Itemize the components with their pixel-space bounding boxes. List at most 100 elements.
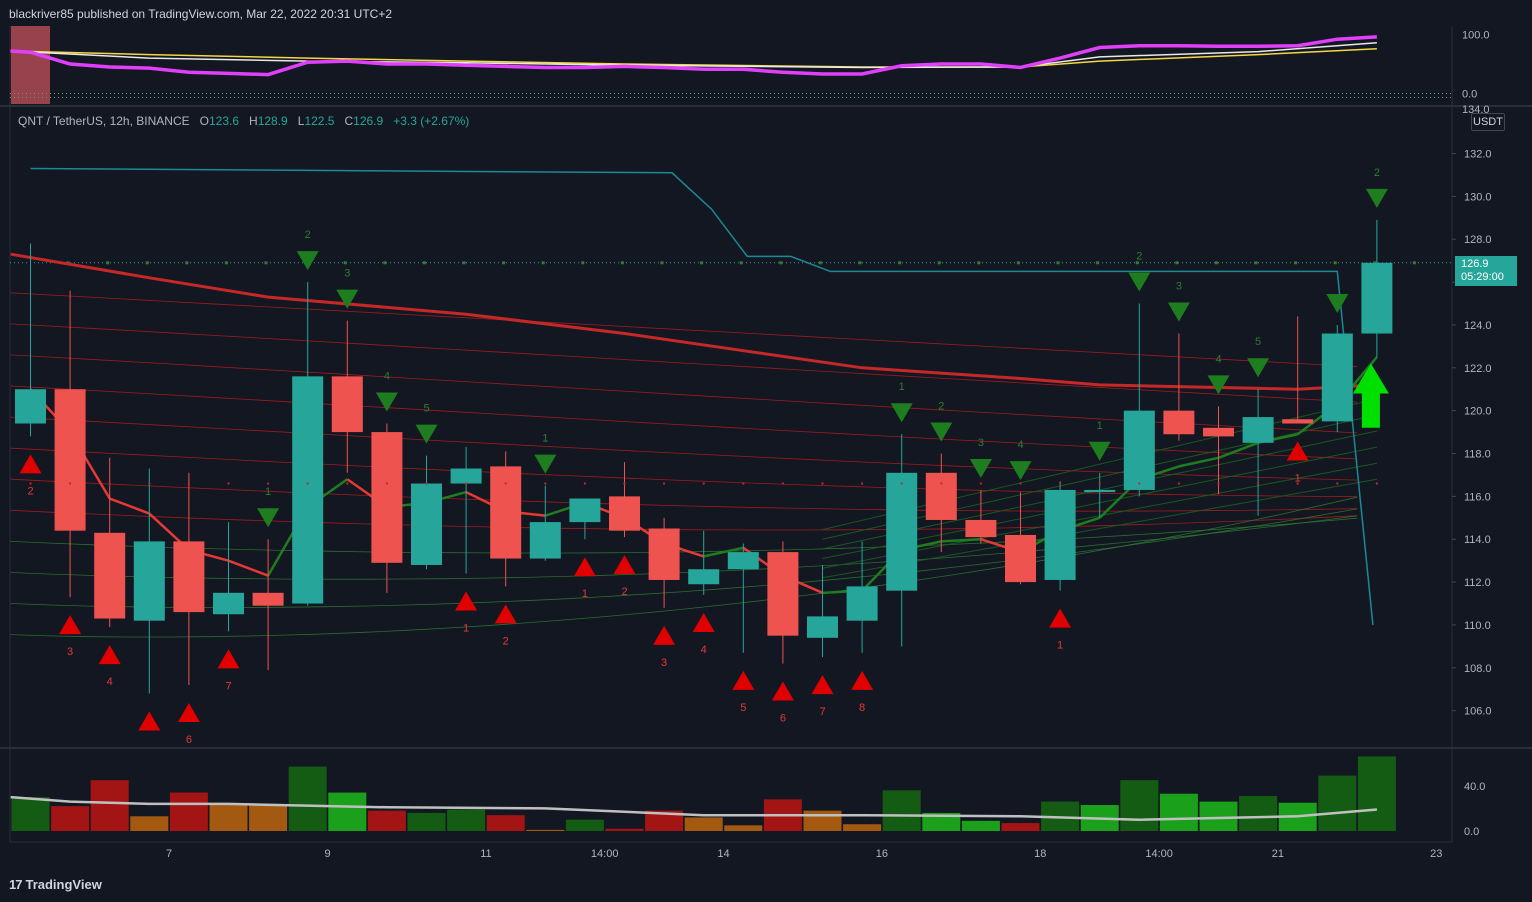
candle	[490, 451, 522, 587]
candle-body	[965, 519, 997, 538]
fast-ma-segment	[941, 537, 981, 543]
time-tick-label: 16	[876, 848, 888, 860]
buy-signal-count: 6	[780, 713, 786, 725]
candle	[94, 457, 126, 628]
buy-signal-triangle	[732, 670, 755, 690]
volume-bar	[1001, 823, 1040, 831]
marker-dot	[385, 482, 388, 485]
price-tick-label: 110.0	[1464, 620, 1491, 632]
candle	[1361, 219, 1393, 358]
top-dot	[779, 261, 783, 265]
candle-body	[490, 466, 522, 559]
candle	[15, 243, 46, 437]
candle-body	[1163, 410, 1195, 435]
candle-body	[1321, 333, 1353, 422]
candle-body	[15, 389, 46, 424]
top-dot	[185, 261, 189, 265]
volume-bar	[11, 797, 50, 831]
sell-signal-count: 4	[1017, 439, 1023, 451]
sell-signal-count: 4	[384, 371, 390, 383]
currency-button[interactable]: USDT	[1471, 113, 1505, 131]
top-dot	[1254, 261, 1258, 265]
buy-signal-triangle	[692, 612, 715, 632]
close-label: C	[344, 114, 354, 128]
open-value: 123.6	[208, 114, 240, 128]
oscillator-highlight-zone	[11, 26, 50, 104]
top-dot	[1175, 261, 1179, 265]
buy-signal-count: 7	[819, 706, 825, 718]
sell-signal-count: 2	[1136, 251, 1142, 263]
volume-ma-line	[10, 795, 1378, 821]
marker-dot	[663, 482, 666, 485]
marker-dot	[623, 482, 626, 485]
buy-signal-count: 2	[27, 485, 33, 497]
time-tick-label: 14	[717, 848, 729, 860]
ribbon-line-5	[10, 447, 1358, 498]
candle-body	[173, 541, 205, 613]
price-tick-label: 114.0	[1464, 534, 1491, 546]
sell-signal-triangle	[375, 392, 398, 412]
buy-signal-count: 8	[859, 702, 865, 714]
volume-bar	[922, 812, 961, 831]
candle	[1321, 324, 1353, 433]
volume-bar	[328, 792, 367, 831]
candle	[886, 434, 918, 647]
symbol-legend: QNT / TetherUS, 12h, BINANCE O123.6 H128…	[18, 114, 469, 128]
top-dot	[1096, 261, 1100, 265]
volume-bar	[645, 810, 684, 831]
marker-dot	[1138, 482, 1141, 485]
buy-signal-count: 3	[67, 646, 73, 658]
publish-header: blackriver85 published on TradingView.co…	[0, 0, 1532, 26]
candle	[331, 320, 363, 473]
bar-countdown: 05:29:00	[1461, 271, 1504, 283]
buy-signal-count: 5	[740, 702, 746, 714]
sell-signal-count: 4	[1215, 353, 1221, 365]
tradingview-logo[interactable]: 17 TradingView	[9, 877, 102, 892]
low-label: L	[297, 114, 305, 128]
ribbon-line-0	[10, 292, 1358, 368]
sell-signal-count: 1	[1097, 420, 1103, 432]
candle	[1163, 333, 1195, 441]
sell-signal-triangle	[1326, 293, 1349, 313]
marker-dot	[187, 482, 190, 485]
marker-dot	[979, 482, 982, 485]
price-tick-label: 118.0	[1464, 449, 1491, 461]
marker-dot	[1217, 482, 1220, 485]
candle-body	[727, 552, 759, 570]
sell-signal-triangle	[415, 424, 438, 444]
price-tick-label: 132.0	[1464, 149, 1492, 161]
candle-body	[292, 376, 324, 604]
volume-bar	[1239, 795, 1278, 831]
volume-bar	[803, 810, 842, 831]
buy-signal-count: 1	[1295, 473, 1301, 485]
slow-ma-line	[10, 252, 1377, 391]
candle-body	[767, 552, 799, 636]
top-dot	[106, 261, 110, 265]
buy-signal-triangle	[494, 604, 517, 624]
marker-dot	[267, 482, 270, 485]
candle	[648, 517, 680, 608]
top-dot	[1135, 261, 1139, 265]
candle	[1242, 389, 1274, 516]
sell-signal-triangle	[336, 289, 359, 309]
sell-signal-count: 2	[938, 401, 944, 413]
top-dot	[502, 261, 506, 265]
candle	[529, 485, 561, 561]
sell-signal-count: 1	[899, 381, 905, 393]
volume-bar	[169, 792, 208, 831]
top-dot	[739, 261, 743, 265]
marker-dot	[1257, 482, 1260, 485]
marker-dot	[504, 482, 507, 485]
buy-signal-triangle	[59, 615, 82, 635]
volume-bar	[961, 820, 1000, 831]
buy-signal-triangle	[19, 454, 42, 474]
volume-bar	[1159, 793, 1198, 831]
buy-signal-count: 1	[582, 588, 588, 600]
marker-dot	[1336, 482, 1339, 485]
candle-body	[648, 528, 680, 580]
marker-dot	[781, 482, 784, 485]
sell-signal-triangle	[534, 454, 557, 474]
volume-bar	[209, 805, 248, 831]
ribbon-line-6	[10, 478, 1358, 512]
